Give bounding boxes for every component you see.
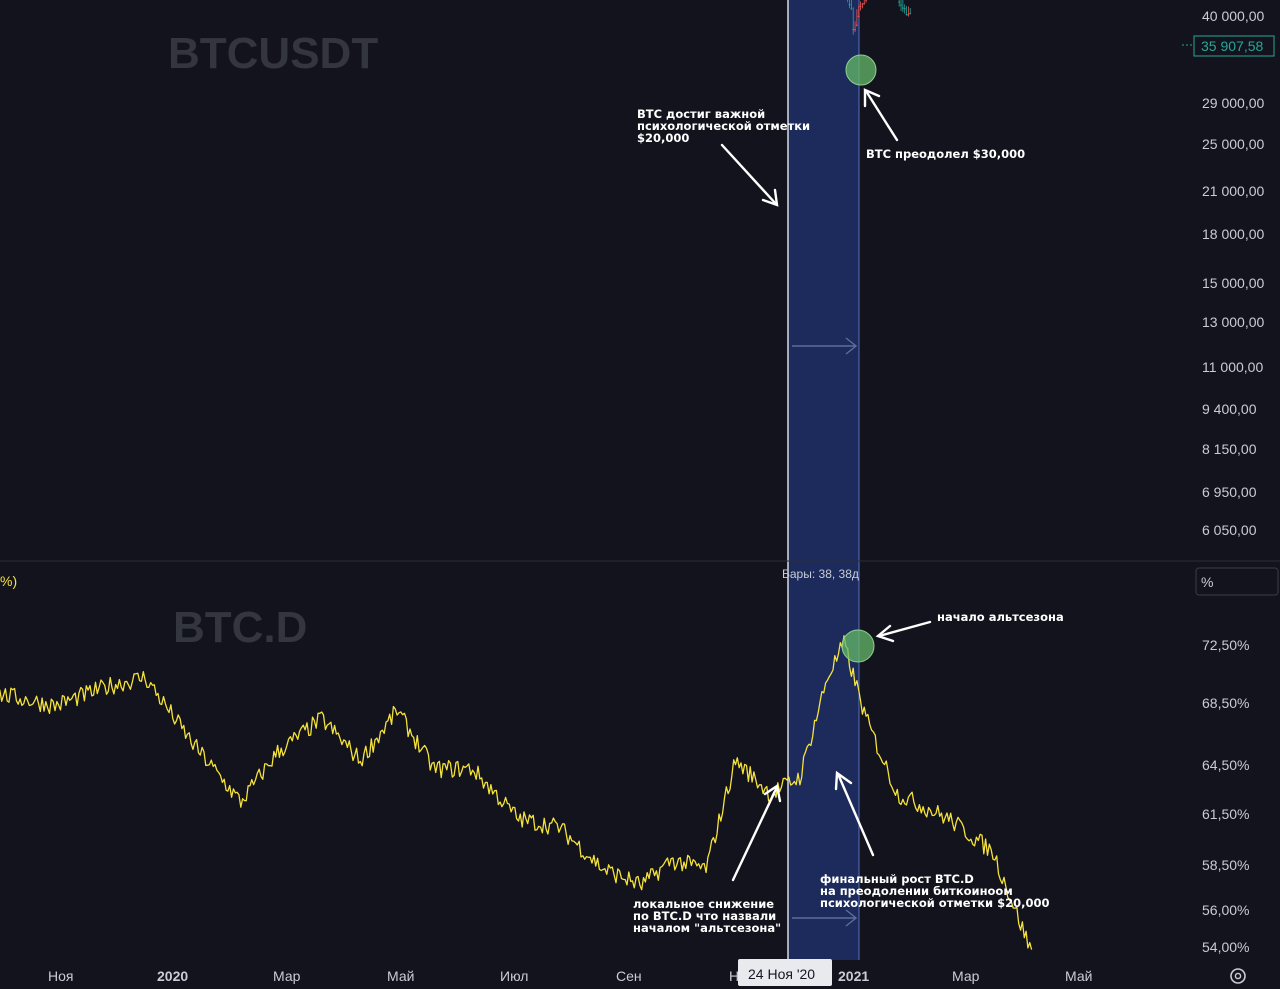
price-tick: 6 950,00 (1202, 484, 1257, 500)
price-tick: 40 000,00 (1202, 8, 1264, 24)
svg-text:по BTC.D что назвали: по BTC.D что назвали (633, 909, 776, 923)
time-tick: Ноя (48, 968, 73, 984)
annotation-arrows (720, 88, 932, 882)
dominance-tick: 56,00% (1202, 902, 1249, 918)
candle-body (854, 29, 856, 31)
candle-body (850, 8, 853, 10)
svg-text:психологической отметки: психологической отметки (637, 119, 810, 133)
pane-legend-fragment: %) (0, 573, 17, 589)
candle-body (865, 0, 867, 1)
candle-body (901, 7, 904, 9)
candle-body (859, 5, 862, 7)
annotation-btc-20k: BTC достиг важной психологической отметк… (637, 107, 810, 145)
annotation-altseason-start: начало альтсезона (937, 610, 1064, 624)
time-axis[interactable]: Ноя 2020 Мар Май Июл Сен Н 2021 Мар Май (48, 968, 1092, 984)
last-price-tag (1193, 35, 1275, 57)
svg-text:локальное снижение: локальное снижение (633, 897, 774, 911)
price-tick: 25 000,00 (1202, 136, 1264, 152)
svg-text:на преодолении биткоиноом: на преодолении биткоиноом (820, 884, 1013, 898)
percent-scale-label: % (1201, 574, 1213, 590)
bars-count-label: Бары: 38, 38д (782, 567, 859, 581)
time-tick: Мар (952, 968, 980, 984)
range-arrow-bottom-head (845, 909, 858, 927)
annotation-local-drop: локальное снижение по BTC.D что назвали … (633, 897, 781, 935)
candle-body (852, 29, 855, 31)
svg-text:BTC достиг важной: BTC достиг важной (637, 107, 765, 121)
watermark-btcusdt: BTCUSDT (168, 29, 378, 78)
candle-body (909, 13, 912, 15)
candle-body (861, 3, 864, 5)
candle-body (900, 4, 902, 6)
time-tick: Сен (616, 968, 642, 984)
time-tick: Май (1065, 968, 1092, 984)
candle-body (898, 1, 901, 3)
price-tick: 11 000,00 (1202, 359, 1263, 375)
svg-text:психологической отметки $20,00: психологической отметки $20,000 (820, 896, 1049, 910)
range-arrow-top-head (845, 337, 858, 355)
price-tick: 9 400,00 (1202, 401, 1257, 417)
gear-icon[interactable] (1230, 968, 1246, 984)
price-tick: 13 000,00 (1202, 314, 1264, 330)
time-tick: 2020 (157, 968, 188, 984)
dominance-tick: 54,00% (1202, 939, 1249, 955)
time-tick: Июл (500, 968, 528, 984)
dominance-tick: 68,50% (1202, 695, 1249, 711)
crosshair-date-tag (738, 959, 832, 986)
svg-text:$20,000: $20,000 (637, 131, 689, 145)
crosshair-date: 24 Ноя '20 (748, 966, 815, 982)
annotation-final-growth: финальный рост BTC.D на преодолении битк… (820, 872, 1049, 910)
date-range-highlight[interactable] (788, 0, 859, 960)
candle-body (903, 8, 906, 10)
btcd-line[interactable] (0, 635, 1033, 950)
candle-body (857, 16, 860, 18)
price-tick: 21 000,00 (1202, 183, 1264, 199)
price-tick: 18 000,00 (1202, 226, 1264, 242)
time-tick: Н (729, 968, 739, 984)
dominance-tick: 72,50% (1202, 637, 1249, 653)
dominance-tick: 61,50% (1202, 806, 1249, 822)
price-tick: 6 050,00 (1202, 522, 1257, 538)
last-price-value: 35 907,58 (1201, 38, 1263, 54)
time-tick: Мар (273, 968, 301, 984)
annotation-btc-30k: BTC преодолел $30,000 (866, 147, 1025, 161)
time-tick: Май (387, 968, 414, 984)
dominance-tick: 58,50% (1202, 857, 1249, 873)
price-axis[interactable]: 40 000,00 29 000,00 25 000,00 21 000,00 … (1202, 8, 1264, 538)
dominance-axis[interactable]: 72,50% 68,50% 64,50% 61,50% 58,50% 56,00… (1202, 637, 1249, 955)
btcusdt-candles[interactable] (0, 0, 912, 35)
candle-body (848, 4, 851, 6)
price-tick: 15 000,00 (1202, 275, 1264, 291)
svg-text:началом "альтсезона": началом "альтсезона" (633, 921, 781, 935)
candle-body (863, 3, 866, 5)
percent-scale-box[interactable] (1195, 567, 1279, 596)
candle-body (905, 14, 908, 16)
dominance-tick: 64,50% (1202, 757, 1249, 773)
time-tick: 2021 (838, 968, 869, 984)
marker-altseason (841, 629, 875, 663)
price-tick: 29 000,00 (1202, 95, 1264, 111)
price-tick: 8 150,00 (1202, 441, 1257, 457)
svg-text:финальный рост BTC.D: финальный рост BTC.D (820, 872, 974, 886)
watermark-btcd: BTC.D (173, 603, 307, 652)
marker-30k (845, 54, 877, 86)
candle-body (855, 24, 858, 26)
candle-body (907, 14, 910, 16)
